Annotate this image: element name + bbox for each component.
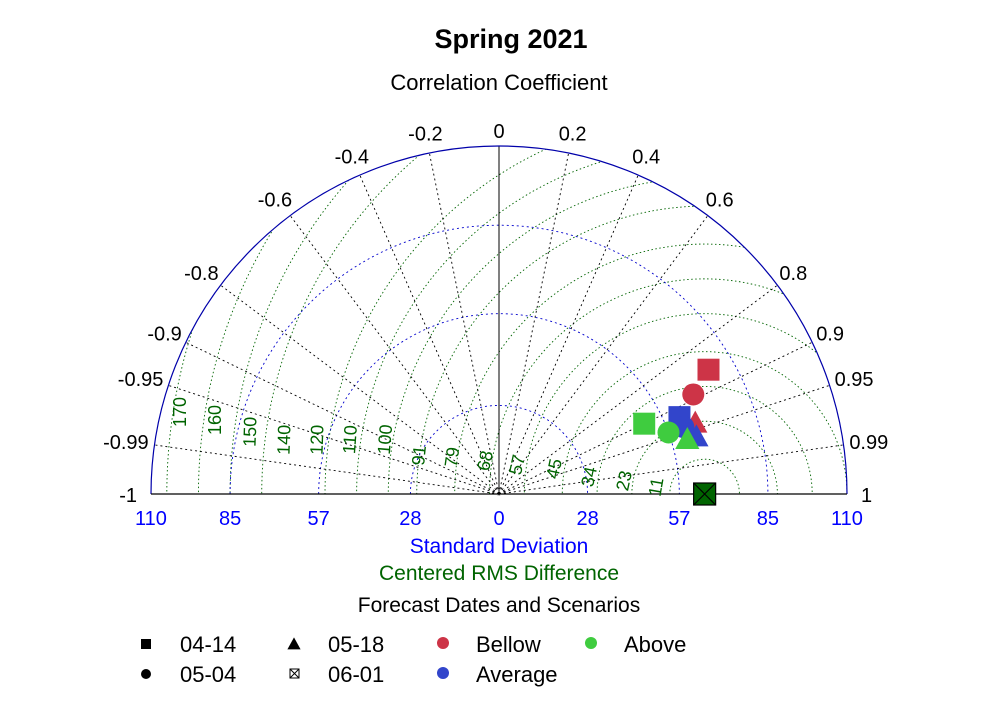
legend-label-bellow: Bellow bbox=[476, 632, 541, 657]
sd-arc-57 bbox=[318, 313, 680, 495]
corr-tick-label--0.4: -0.4 bbox=[335, 147, 369, 169]
corr-line-0.6 bbox=[498, 215, 709, 495]
corr-line--0.99 bbox=[154, 444, 500, 495]
rms-tick-label-100: 100 bbox=[374, 424, 397, 456]
chart-subtitle: Correlation Coefficient bbox=[390, 70, 607, 95]
origin-marker: * bbox=[497, 491, 501, 502]
chart-title: Spring 2021 bbox=[434, 24, 587, 54]
rms-arc-68 bbox=[489, 278, 847, 494]
corr-tick-label--0.95: -0.95 bbox=[118, 369, 164, 391]
corr-tick-label--0.2: -0.2 bbox=[408, 123, 442, 145]
legend-marker-06-01-b bbox=[289, 668, 300, 679]
sd-tick-label-57: 57 bbox=[668, 508, 690, 530]
point-above-04-14 bbox=[633, 412, 656, 435]
legend-label-06-01: 06-01 bbox=[328, 662, 384, 687]
corr-line-0.2 bbox=[498, 152, 570, 495]
corr-tick-label--0.9: -0.9 bbox=[147, 324, 181, 346]
outer-arc bbox=[150, 145, 848, 495]
rms-tick-label-11: 11 bbox=[645, 476, 668, 498]
point-above-05-18 bbox=[675, 426, 700, 449]
rms-arc-120 bbox=[324, 146, 847, 494]
rms-tick-label-34: 34 bbox=[577, 465, 601, 489]
corr-tick-label--0.6: -0.6 bbox=[258, 190, 292, 212]
corr-tick-label-0.9: 0.9 bbox=[816, 324, 844, 346]
point-above-05-04 bbox=[657, 421, 680, 444]
rms-tick-label-120: 120 bbox=[306, 424, 327, 455]
rms-axis-label: Centered RMS Difference bbox=[379, 562, 619, 585]
sd-tick-label-85: 85 bbox=[757, 508, 779, 530]
corr-tick-label-0.99: 0.99 bbox=[849, 432, 888, 454]
corr-line--0.8 bbox=[220, 284, 500, 495]
corr-tick-label-1: 1 bbox=[861, 485, 872, 507]
corr-line--0.6 bbox=[289, 215, 500, 495]
x-axis-label: Standard Deviation bbox=[410, 535, 589, 558]
corr-tick-label--0.99: -0.99 bbox=[103, 432, 149, 454]
corr-line--0.9 bbox=[185, 341, 500, 495]
legend-marker-05-04 bbox=[141, 669, 151, 679]
sd-tick-label-28: 28 bbox=[399, 508, 421, 530]
point-bellow-04-14 bbox=[697, 358, 720, 381]
rms-tick-label-57: 57 bbox=[505, 453, 529, 477]
legend-swatch-above bbox=[585, 637, 597, 649]
corr-line-0.99 bbox=[498, 444, 844, 495]
corr-tick-label-0.4: 0.4 bbox=[632, 147, 660, 169]
legend-title: Forecast Dates and Scenarios bbox=[358, 594, 640, 617]
corr-tick-label-0.8: 0.8 bbox=[779, 263, 807, 285]
sd-tick-label-0: 0 bbox=[493, 508, 504, 530]
rms-tick-label-160: 160 bbox=[205, 405, 225, 435]
legend-label-05-18: 05-18 bbox=[328, 632, 384, 657]
corr-tick-label--1: -1 bbox=[119, 485, 137, 507]
legend-marker-05-18 bbox=[287, 637, 301, 650]
rms-tick-label-110: 110 bbox=[339, 425, 361, 455]
corr-line--0.4 bbox=[359, 174, 500, 495]
rms-tick-label-68: 68 bbox=[473, 449, 497, 473]
legend-label-05-04: 05-04 bbox=[180, 662, 236, 687]
corr-line--0.2 bbox=[428, 152, 500, 495]
sd-tick-label-110: 110 bbox=[831, 508, 863, 530]
legend-marker-06-01-box bbox=[289, 668, 300, 679]
data-marks bbox=[633, 358, 720, 506]
corr-line-0.4 bbox=[498, 174, 639, 495]
legend-label-average: Average bbox=[476, 662, 558, 687]
legend: 04-14 05-04 05-18 06-01 Bellow Average A… bbox=[141, 632, 686, 687]
sd-tick-label-28: 28 bbox=[576, 508, 598, 530]
legend-marker-04-14 bbox=[141, 639, 151, 649]
legend-marker-06-01 bbox=[289, 668, 300, 679]
rms-tick-label-140: 140 bbox=[273, 424, 294, 455]
legend-swatch-average bbox=[437, 667, 449, 679]
corr-line-0.8 bbox=[498, 284, 778, 495]
legend-label-above: Above bbox=[624, 632, 686, 657]
rms-tick-label-23: 23 bbox=[612, 469, 636, 493]
corr-tick-label-0.6: 0.6 bbox=[706, 190, 734, 212]
sd-tick-label-110: 110 bbox=[135, 508, 167, 530]
rms-tick-label-45: 45 bbox=[542, 457, 566, 481]
corr-line--0.95 bbox=[168, 384, 500, 495]
sd-arc-28 bbox=[409, 404, 589, 495]
corr-line-0.9 bbox=[498, 341, 813, 495]
sd-tick-label-57: 57 bbox=[308, 508, 330, 530]
corr-tick-label-0.95: 0.95 bbox=[835, 369, 874, 391]
rms-tick-label-91: 91 bbox=[408, 444, 430, 466]
sd-tick-label-85: 85 bbox=[219, 508, 241, 530]
point-bellow-05-04 bbox=[682, 383, 705, 406]
point-observation-06-01 bbox=[693, 482, 717, 506]
chart-labels: Spring 2021 Correlation Coefficient Stan… bbox=[103, 24, 888, 617]
corr-tick-label-0.2: 0.2 bbox=[559, 123, 587, 145]
rms-tick-label-170: 170 bbox=[170, 397, 190, 427]
rms-tick-label-79: 79 bbox=[441, 446, 464, 469]
rms-arc-79 bbox=[454, 243, 847, 494]
legend-swatch-bellow bbox=[437, 637, 449, 649]
sd-arc-85 bbox=[229, 224, 769, 495]
legend-label-04-14: 04-14 bbox=[180, 632, 236, 657]
point-observation-06-01-cross-b bbox=[693, 482, 717, 506]
rms-arc-57 bbox=[523, 313, 847, 494]
corr-tick-label--0.8: -0.8 bbox=[184, 263, 218, 285]
corr-tick-label-0: 0 bbox=[493, 121, 504, 143]
rms-tick-label-150: 150 bbox=[239, 416, 260, 447]
